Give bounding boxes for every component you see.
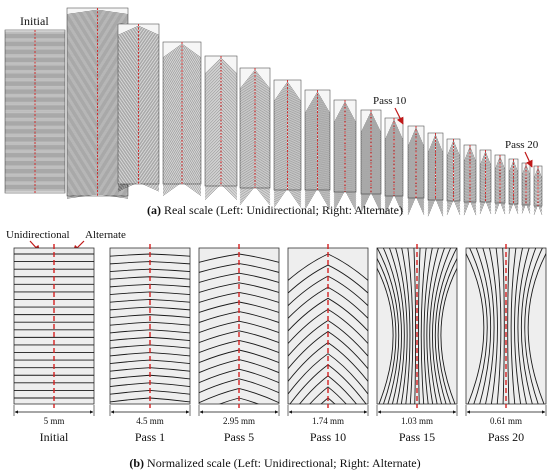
dim-label: 5 mm	[44, 416, 65, 426]
strip-14	[463, 144, 477, 216]
strip-0	[4, 29, 66, 194]
caption-a: (a) Real scale (Left: Unidirectional; Ri…	[147, 203, 403, 217]
panel-lines	[377, 248, 457, 404]
normalized-panels: 5 mm Initial 4.5 mm Pass 1 2.95 mm Pass 5 1.74…	[13, 244, 547, 444]
label-initial: Initial	[20, 14, 49, 28]
caption-b: (b) Normalized scale (Left: Unidirection…	[129, 456, 420, 470]
label-pass-20: Pass 20	[505, 139, 539, 151]
arrow-pass-10	[394, 107, 404, 125]
dim-label: 1.03 mm	[401, 416, 433, 426]
strip-10	[384, 117, 404, 215]
label-unidirectional: Unidirectional	[6, 229, 70, 241]
strip-3	[162, 41, 202, 196]
strip-15	[479, 149, 492, 214]
label-alternate: Alternate	[85, 229, 126, 241]
strip-12	[427, 132, 444, 217]
panel-1: 4.5 mm Pass 1	[109, 244, 191, 444]
strip-13	[446, 138, 461, 215]
real-scale-strips	[4, 7, 543, 217]
panel-name: Pass 5	[224, 430, 254, 444]
panel-4: 1.03 mm Pass 15	[376, 244, 458, 444]
panel-name: Pass 10	[310, 430, 346, 444]
strip-17	[508, 158, 519, 214]
dim-label: 0.61 mm	[490, 416, 522, 426]
panel-name: Initial	[40, 430, 69, 444]
strip-7	[304, 89, 331, 210]
strip-16	[494, 154, 506, 215]
strip-9	[360, 109, 382, 213]
dim-label: 4.5 mm	[136, 416, 164, 426]
dim-label: 2.95 mm	[223, 416, 255, 426]
caption-a-text: Real scale (Left: Unidirectional; Right:…	[161, 203, 403, 217]
strip-19	[533, 165, 543, 215]
strip-outline	[533, 165, 543, 207]
panel-0: 5 mm Initial	[13, 244, 95, 444]
panel-lines	[466, 248, 546, 404]
caption-a-letter: (a)	[147, 203, 161, 217]
strip-8	[333, 99, 357, 211]
caption-b-text: Normalized scale (Left: Unidirectional; …	[144, 456, 421, 470]
panel-5: 0.61 mm Pass 20	[465, 244, 547, 444]
panel-name: Pass 1	[135, 430, 165, 444]
panel-name: Pass 20	[488, 430, 524, 444]
dim-label: 1.74 mm	[312, 416, 344, 426]
strip-6	[273, 79, 302, 208]
strip-4	[204, 55, 238, 200]
label-pass-10: Pass 10	[373, 95, 407, 107]
arrow-pass-20	[524, 151, 533, 168]
panel-3: 1.74 mm Pass 10	[287, 244, 369, 444]
panel-name: Pass 15	[399, 430, 435, 444]
strip-18	[521, 162, 531, 214]
strip-5	[239, 67, 271, 206]
strip-2	[117, 23, 160, 192]
strip-11	[407, 125, 425, 215]
caption-b-letter: (b)	[129, 456, 144, 470]
panel-2: 2.95 mm Pass 5	[198, 244, 280, 444]
